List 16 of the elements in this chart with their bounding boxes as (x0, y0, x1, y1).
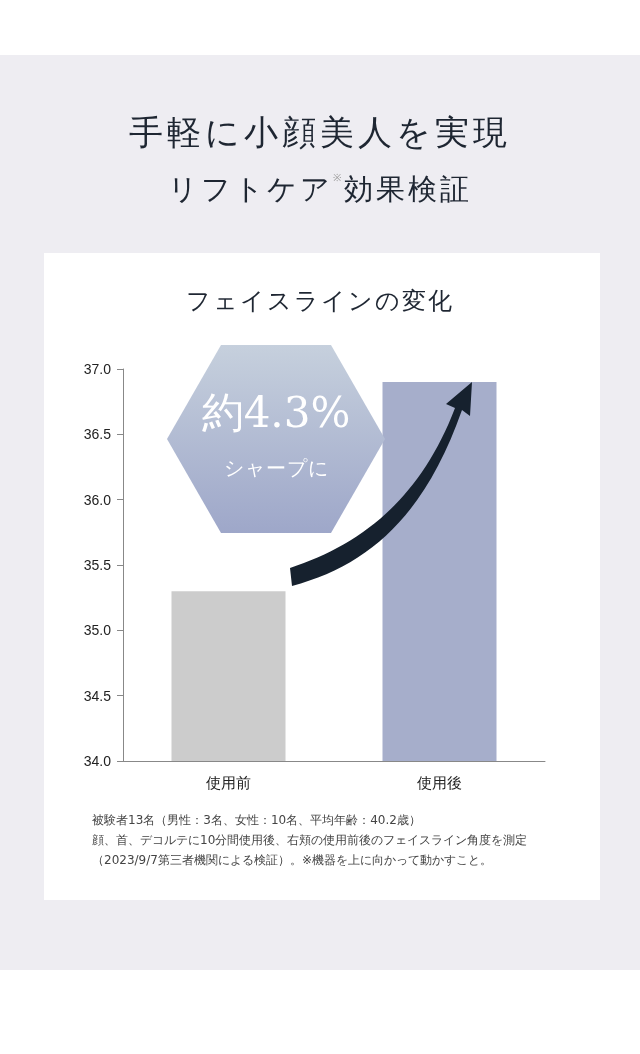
annotation: 約4.3% (200, 387, 352, 439)
x-tick-label: 使用後 (417, 774, 462, 791)
text: 被験者13名（男性：3名、女性：10名、平均年齢：40.2歳） (92, 812, 422, 829)
y-tick-label: 36.5 (83, 426, 112, 443)
annotation: シャープに (222, 455, 330, 482)
y-tick-label: 34.0 (83, 753, 112, 769)
text: 顔、首、デコルテに10分間使用後、右頬の使用前後のフェイスライン角度を測定（2023/9/7第三者機関による検証）。※機器を上に向かって動かすこと。 (92, 832, 529, 869)
y-tick-label: 35.5 (83, 557, 112, 573)
chart-title: 手軽に小顔美人を実現 (128, 111, 512, 154)
y-tick-label: 35.0 (83, 622, 112, 639)
x-tick-label: 使用前 (206, 774, 251, 791)
y-tick-label: 36.0 (83, 491, 112, 508)
chart-subtitle: リフトケア$^{※}$効果検証 (167, 171, 473, 208)
legend-title: フェイスラインの変化 (185, 286, 455, 317)
y-tick-label: 37.0 (83, 361, 112, 377)
y-tick-label: 34.5 (83, 687, 112, 704)
